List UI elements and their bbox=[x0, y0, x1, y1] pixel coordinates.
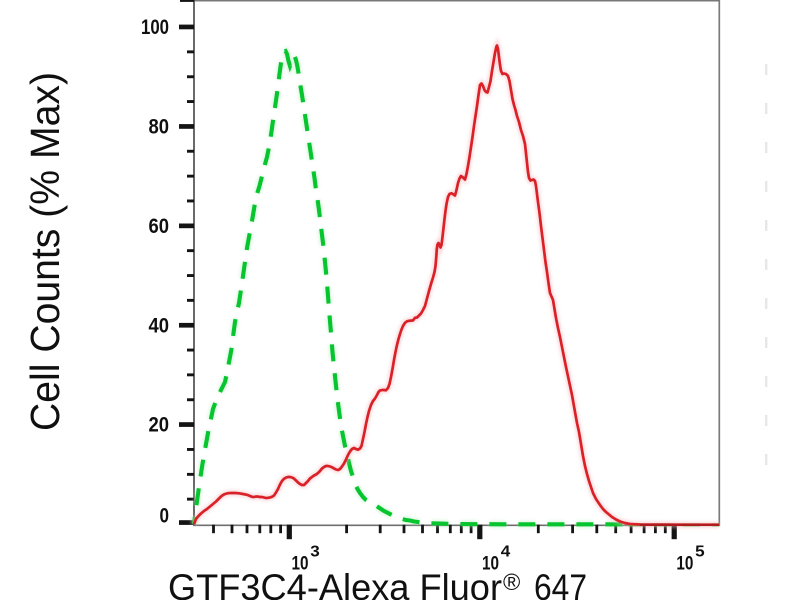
svg-text:10: 10 bbox=[676, 554, 693, 575]
svg-text:®: ® bbox=[503, 569, 520, 595]
svg-text:0: 0 bbox=[160, 503, 170, 527]
svg-text:10: 10 bbox=[482, 554, 499, 575]
svg-text:40: 40 bbox=[149, 314, 170, 338]
svg-text:60: 60 bbox=[149, 214, 170, 238]
svg-text:80: 80 bbox=[149, 115, 170, 139]
svg-text:100: 100 bbox=[141, 15, 169, 39]
svg-text:4: 4 bbox=[501, 544, 511, 561]
svg-text:647: 647 bbox=[534, 567, 587, 600]
svg-text:3: 3 bbox=[310, 544, 320, 561]
svg-text:5: 5 bbox=[695, 544, 705, 561]
svg-text:GTF3C4-Alexa Fluor: GTF3C4-Alexa Fluor bbox=[168, 567, 502, 600]
svg-text:10: 10 bbox=[292, 554, 309, 575]
svg-text:Cell Counts (% Max): Cell Counts (% Max) bbox=[22, 72, 68, 431]
svg-text:20: 20 bbox=[149, 412, 170, 436]
